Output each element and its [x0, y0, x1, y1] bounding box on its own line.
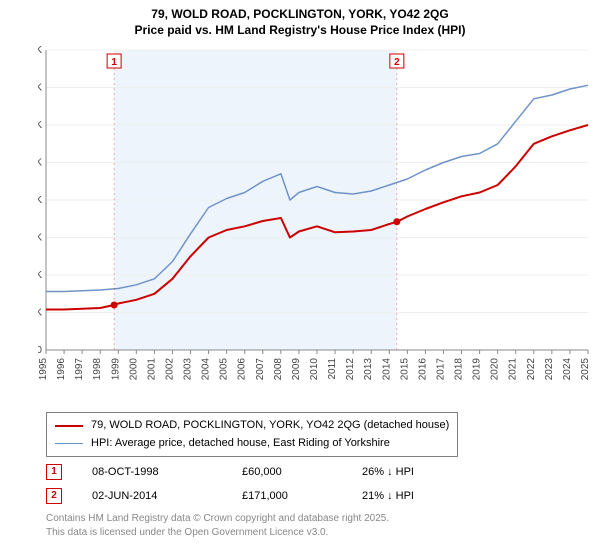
svg-text:2009: 2009	[291, 358, 302, 381]
svg-text:£250K: £250K	[38, 158, 42, 169]
svg-text:£50K: £50K	[38, 308, 42, 319]
svg-text:2: 2	[394, 57, 400, 68]
svg-text:2019: 2019	[472, 358, 483, 381]
legend-item-hpi: HPI: Average price, detached house, East…	[55, 435, 449, 453]
svg-text:2024: 2024	[562, 358, 573, 381]
svg-text:2011: 2011	[327, 358, 338, 380]
marker-diff-1: 26% ↓ HPI	[362, 466, 452, 478]
svg-text:£350K: £350K	[38, 83, 42, 94]
svg-text:1996: 1996	[56, 358, 67, 381]
svg-text:2025: 2025	[580, 358, 591, 381]
svg-text:2012: 2012	[345, 358, 356, 381]
svg-text:2017: 2017	[435, 358, 446, 381]
svg-text:£100K: £100K	[38, 270, 42, 281]
svg-text:1: 1	[111, 57, 117, 68]
svg-text:1999: 1999	[110, 358, 121, 381]
legend-swatch-hpi	[55, 443, 83, 444]
svg-text:£150K: £150K	[38, 233, 42, 244]
svg-text:2018: 2018	[454, 358, 465, 381]
marker-date-1: 08-OCT-1998	[92, 466, 212, 478]
svg-text:1998: 1998	[92, 358, 103, 381]
marker-table: 1 08-OCT-1998 £60,000 26% ↓ HPI 2 02-JUN…	[46, 460, 452, 508]
marker-row-2: 2 02-JUN-2014 £171,000 21% ↓ HPI	[46, 484, 452, 508]
chart-container: 79, WOLD ROAD, POCKLINGTON, YORK, YO42 2…	[0, 0, 600, 560]
svg-text:£300K: £300K	[38, 120, 42, 131]
svg-text:2020: 2020	[490, 358, 501, 381]
footer-attribution: Contains HM Land Registry data © Crown c…	[46, 512, 389, 539]
svg-text:2007: 2007	[255, 358, 266, 381]
marker-badge-2: 2	[46, 488, 62, 504]
footer-line-2: This data is licensed under the Open Gov…	[46, 526, 389, 540]
title-line-1: 79, WOLD ROAD, POCKLINGTON, YORK, YO42 2…	[0, 6, 600, 22]
svg-text:£400K: £400K	[38, 46, 42, 56]
legend-item-property: 79, WOLD ROAD, POCKLINGTON, YORK, YO42 2…	[55, 417, 449, 435]
svg-text:1995: 1995	[38, 358, 49, 381]
marker-price-1: £60,000	[242, 466, 332, 478]
svg-text:2008: 2008	[273, 358, 284, 381]
svg-text:1997: 1997	[74, 358, 85, 381]
chart-plot-area: £0 £50K £100K £150K £200K £250K £300K £350K £400…	[38, 46, 594, 396]
marker-diff-2: 21% ↓ HPI	[362, 490, 452, 502]
legend-label-hpi: HPI: Average price, detached house, East…	[91, 435, 390, 453]
svg-text:2002: 2002	[164, 358, 175, 381]
svg-text:2021: 2021	[508, 358, 519, 381]
svg-text:2004: 2004	[201, 358, 212, 381]
svg-text:2023: 2023	[544, 358, 555, 381]
svg-text:2022: 2022	[526, 358, 537, 381]
chart-title: 79, WOLD ROAD, POCKLINGTON, YORK, YO42 2…	[0, 0, 600, 38]
svg-text:2015: 2015	[399, 358, 410, 381]
marker-date-2: 02-JUN-2014	[92, 490, 212, 502]
legend: 79, WOLD ROAD, POCKLINGTON, YORK, YO42 2…	[46, 412, 458, 457]
title-line-2: Price paid vs. HM Land Registry's House …	[0, 22, 600, 38]
chart-svg: £0 £50K £100K £150K £200K £250K £300K £350K £400…	[38, 46, 594, 396]
marker-price-2: £171,000	[242, 490, 332, 502]
legend-label-property: 79, WOLD ROAD, POCKLINGTON, YORK, YO42 2…	[91, 417, 449, 435]
svg-text:2000: 2000	[128, 358, 139, 381]
svg-text:2006: 2006	[237, 358, 248, 381]
svg-text:2003: 2003	[183, 358, 194, 381]
legend-swatch-property	[55, 425, 83, 427]
marker-badge-1: 1	[46, 464, 62, 480]
svg-text:2005: 2005	[219, 358, 230, 381]
svg-text:2001: 2001	[146, 358, 157, 381]
svg-text:2014: 2014	[381, 358, 392, 381]
svg-text:£200K: £200K	[38, 195, 42, 206]
footer-line-1: Contains HM Land Registry data © Crown c…	[46, 512, 389, 526]
svg-text:2016: 2016	[417, 358, 428, 381]
svg-text:£0: £0	[38, 345, 42, 356]
marker-row-1: 1 08-OCT-1998 £60,000 26% ↓ HPI	[46, 460, 452, 484]
svg-text:2013: 2013	[363, 358, 374, 381]
svg-text:2010: 2010	[309, 358, 320, 381]
